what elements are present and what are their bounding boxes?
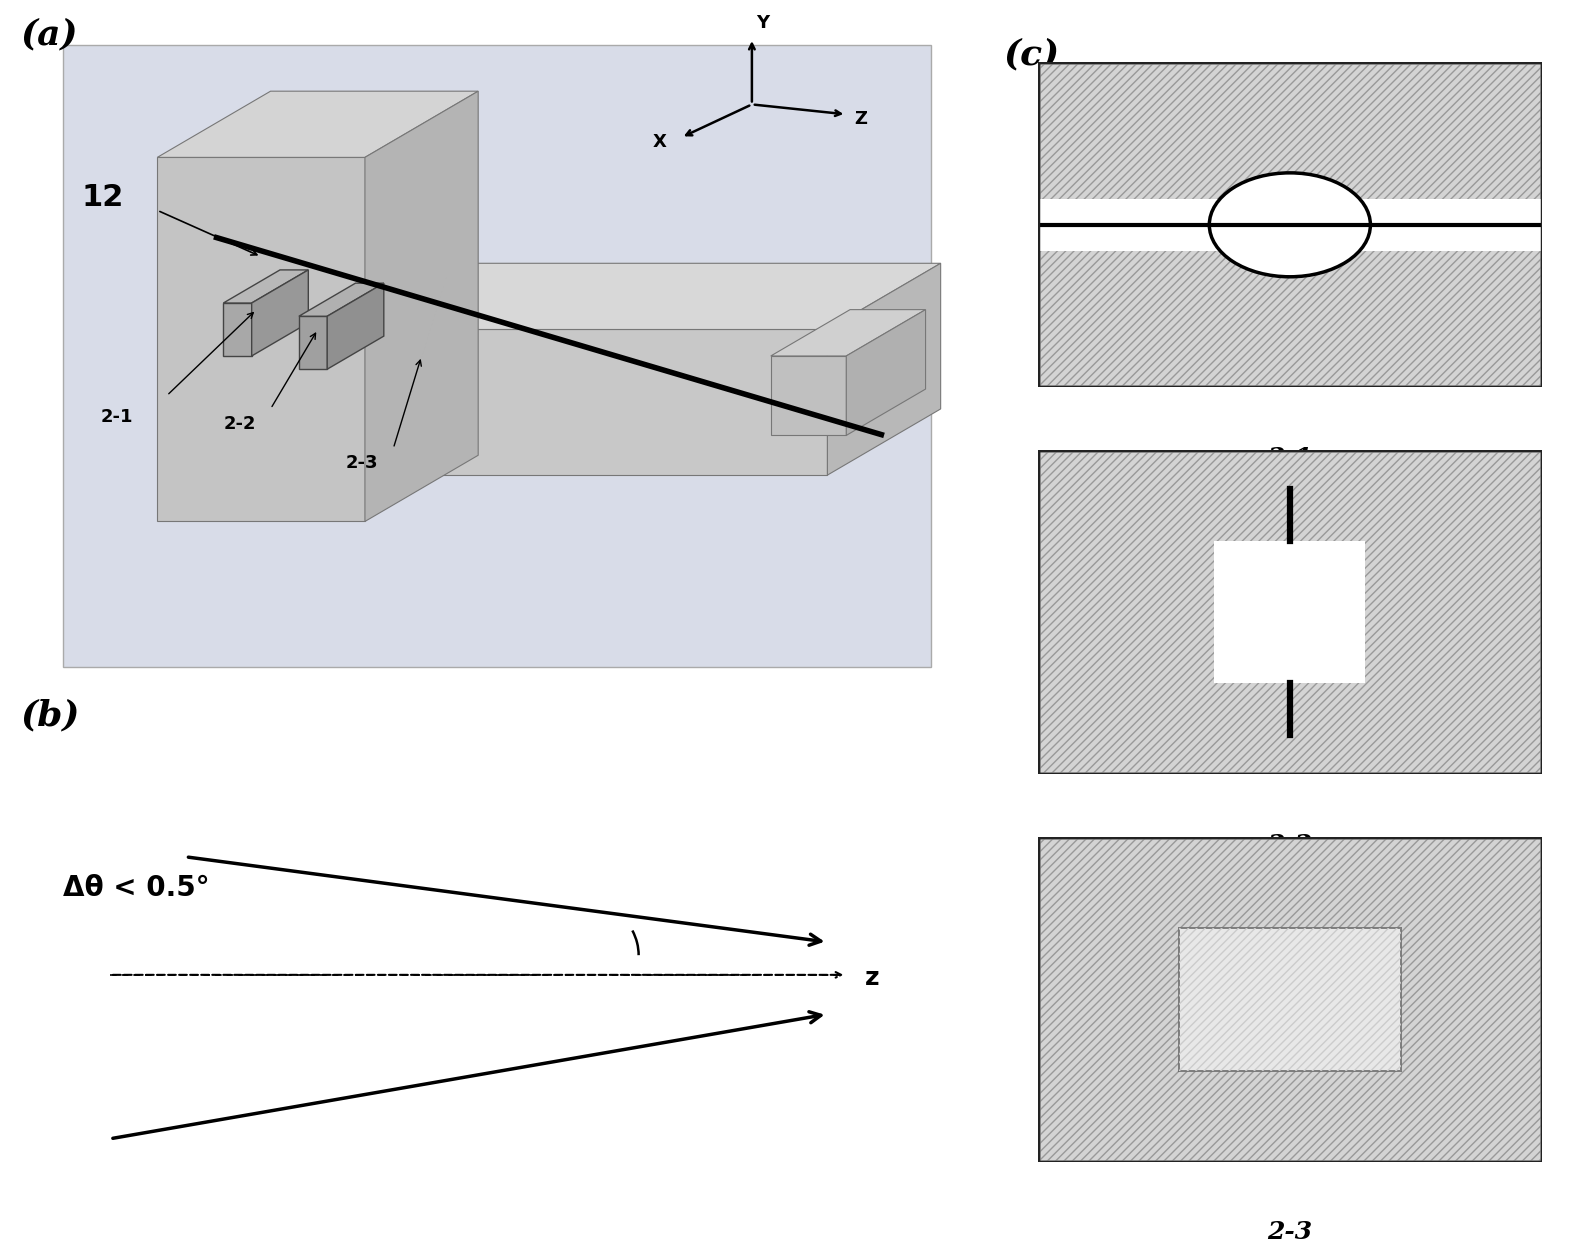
Bar	[1038, 199, 1542, 251]
Text: 2-3: 2-3	[346, 455, 379, 472]
Polygon shape	[157, 157, 365, 522]
Polygon shape	[223, 304, 252, 356]
Circle shape	[1210, 172, 1370, 277]
Bar	[1180, 928, 1400, 1070]
Text: Z: Z	[854, 110, 867, 129]
Text: 2-2: 2-2	[223, 415, 256, 433]
Polygon shape	[327, 284, 384, 370]
Polygon shape	[771, 310, 925, 356]
Polygon shape	[280, 264, 941, 330]
Polygon shape	[299, 316, 327, 370]
Text: (b): (b)	[20, 698, 80, 733]
Text: 12: 12	[82, 182, 124, 211]
Polygon shape	[365, 91, 478, 522]
Text: Δθ < 0.5°: Δθ < 0.5°	[63, 874, 209, 902]
Polygon shape	[827, 264, 941, 475]
Bar	[1214, 541, 1365, 683]
Polygon shape	[280, 330, 827, 475]
Bar	[1180, 928, 1400, 1070]
Polygon shape	[846, 310, 925, 436]
Text: 2-1: 2-1	[101, 408, 134, 426]
Text: X: X	[653, 134, 667, 151]
Polygon shape	[252, 270, 308, 356]
Text: z: z	[865, 965, 879, 989]
Polygon shape	[771, 356, 846, 436]
Polygon shape	[157, 91, 478, 157]
Text: Y: Y	[757, 14, 769, 32]
Text: (c): (c)	[1004, 37, 1060, 72]
Text: 2-1: 2-1	[1268, 446, 1312, 470]
Text: 2-3: 2-3	[1268, 1220, 1312, 1244]
Polygon shape	[223, 270, 308, 304]
Text: 2-2: 2-2	[1268, 833, 1312, 857]
Polygon shape	[299, 284, 384, 316]
Text: (a): (a)	[20, 17, 79, 52]
